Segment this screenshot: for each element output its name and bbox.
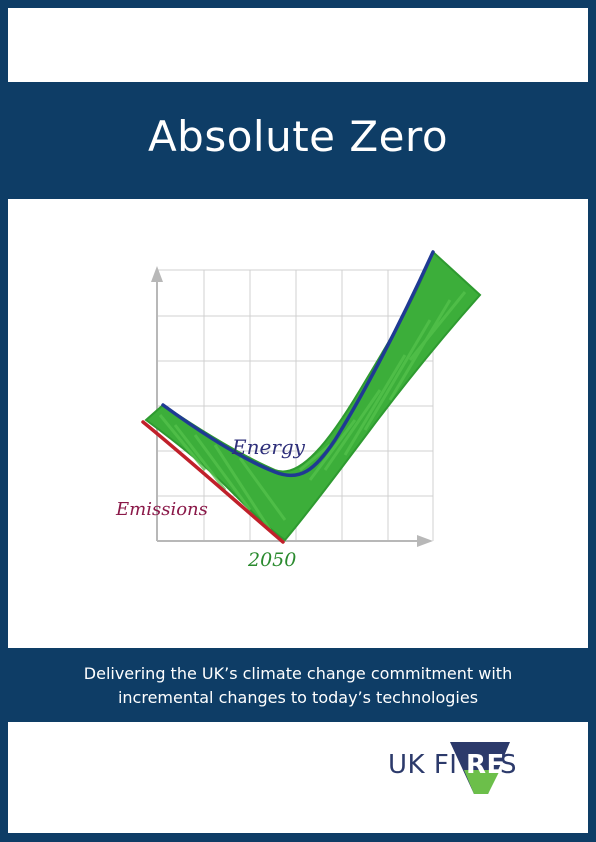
cover-subtitle: Delivering the UK’s climate change commi… — [0, 662, 596, 710]
year-label: 2050 — [247, 549, 296, 571]
x-axis-arrow — [417, 535, 433, 547]
scribble-hatching — [158, 291, 467, 531]
subtitle-line-1: Delivering the UK’s climate change commi… — [83, 664, 513, 683]
logo-text-s: S — [500, 750, 518, 780]
y-axis-arrow — [151, 266, 163, 282]
illustration-panel — [8, 199, 588, 648]
energy-label: Energy — [231, 435, 306, 459]
uk-fires-logo: UK FI RE S — [388, 742, 528, 798]
logo-badge-icon — [450, 742, 510, 794]
emissions-curve — [141, 420, 285, 544]
logo-text-re: RE — [466, 750, 505, 780]
logo-text-uk-fi: UK FI — [388, 750, 458, 780]
energy-curve — [161, 250, 435, 478]
green-fill-region — [144, 250, 482, 542]
axes — [156, 275, 428, 542]
cover-title: Absolute Zero — [147, 112, 449, 161]
subtitle-line-2: incremental changes to today’s technolog… — [117, 688, 479, 707]
top-panel — [8, 8, 588, 82]
emissions-label: Emissions — [115, 499, 208, 520]
